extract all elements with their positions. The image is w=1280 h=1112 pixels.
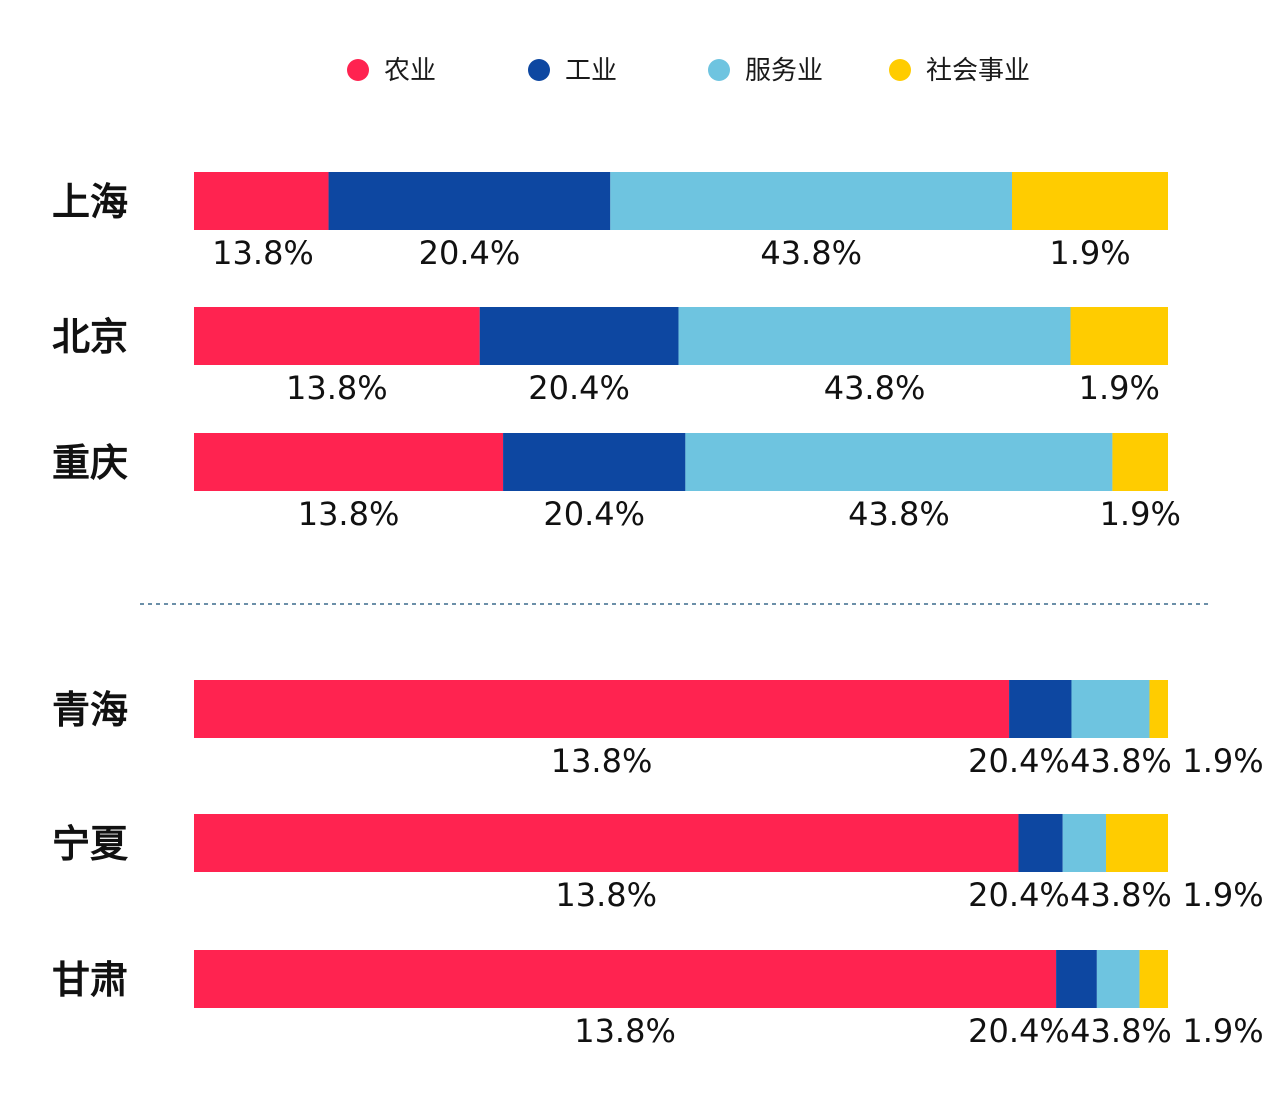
row-label-5: 宁夏 — [52, 822, 129, 866]
bar-segment-5-3 — [1062, 814, 1107, 872]
value-label-2-4: 1.9% — [1079, 369, 1160, 407]
value-label-5-3: 43.8% — [1070, 876, 1172, 914]
legend-swatch-3 — [708, 59, 730, 81]
legend: 农业 工业 服务业 社会事业 — [347, 56, 1030, 86]
bar-segment-4-3 — [1071, 680, 1150, 738]
value-label-1-1: 13.8% — [212, 234, 314, 272]
legend-label-4: 社会事业 — [926, 56, 1030, 86]
legend-label-3: 服务业 — [745, 56, 823, 86]
value-label-2-1: 13.8% — [286, 369, 388, 407]
value-label-1-4: 1.9% — [1049, 234, 1130, 272]
value-label-1-2: 20.4% — [419, 234, 521, 272]
bar-segment-3-1 — [194, 433, 504, 491]
legend-swatch-1 — [347, 59, 369, 81]
legend-label-2: 工业 — [565, 56, 617, 86]
bar-segment-6-4 — [1139, 950, 1168, 1008]
value-label-6-2: 20.4% — [968, 1012, 1070, 1050]
bar-segment-1-1 — [194, 172, 329, 230]
value-label-2-2: 20.4% — [528, 369, 630, 407]
value-label-3-3: 43.8% — [848, 495, 950, 533]
row-label-1: 上海 — [52, 180, 128, 224]
value-label-5-2: 20.4% — [968, 876, 1070, 914]
value-label-6-4: 1.9% — [1182, 1012, 1263, 1050]
row-label-2: 北京 — [52, 315, 128, 359]
bar-segment-2-2 — [479, 307, 679, 365]
bar-row-6: 甘肃 13.8% 20.4% 43.8% 1.9% — [52, 950, 1264, 1050]
bar-segment-5-1 — [194, 814, 1019, 872]
bar-segment-5-2 — [1018, 814, 1063, 872]
bar-segment-4-1 — [194, 680, 1010, 738]
bar-segment-2-4 — [1070, 307, 1168, 365]
bar-segment-6-2 — [1056, 950, 1097, 1008]
value-label-1-3: 43.8% — [760, 234, 862, 272]
value-label-2-3: 43.8% — [824, 369, 926, 407]
row-label-3: 重庆 — [52, 441, 128, 485]
bar-segment-6-1 — [194, 950, 1057, 1008]
bar-segment-2-3 — [678, 307, 1071, 365]
value-label-3-2: 20.4% — [543, 495, 645, 533]
legend-label-1: 农业 — [384, 56, 436, 86]
value-label-3-1: 13.8% — [298, 495, 400, 533]
value-label-3-4: 1.9% — [1100, 495, 1181, 533]
value-label-6-3: 43.8% — [1070, 1012, 1172, 1050]
bar-segment-2-1 — [194, 307, 480, 365]
bar-row-3: 重庆 13.8% 20.4% 43.8% 1.9% — [52, 433, 1181, 533]
bar-segment-4-4 — [1149, 680, 1168, 738]
bar-segment-1-2 — [328, 172, 611, 230]
value-label-6-1: 13.8% — [574, 1012, 676, 1050]
bar-segment-3-2 — [503, 433, 686, 491]
bar-segment-3-4 — [1112, 433, 1168, 491]
value-label-4-4: 1.9% — [1182, 742, 1263, 780]
legend-swatch-4 — [889, 59, 911, 81]
bar-row-2: 北京 13.8% 20.4% 43.8% 1.9% — [52, 307, 1168, 407]
bar-row-5: 宁夏 13.8% 20.4% 43.8% 1.9% — [52, 814, 1264, 914]
value-label-4-2: 20.4% — [968, 742, 1070, 780]
bar-segment-5-4 — [1106, 814, 1168, 872]
bar-segment-1-3 — [610, 172, 1013, 230]
value-label-5-4: 1.9% — [1182, 876, 1263, 914]
row-label-4: 青海 — [52, 688, 128, 732]
bar-row-1: 上海 13.8% 20.4% 43.8% 1.9% — [52, 172, 1168, 272]
row-label-6: 甘肃 — [52, 958, 128, 1002]
value-label-4-3: 43.8% — [1070, 742, 1172, 780]
value-label-4-1: 13.8% — [551, 742, 653, 780]
bar-segment-6-3 — [1096, 950, 1140, 1008]
legend-swatch-2 — [528, 59, 550, 81]
bar-segment-3-3 — [685, 433, 1113, 491]
bar-row-4: 青海 13.8% 20.4% 43.8% 1.9% — [52, 680, 1264, 780]
bar-segment-1-4 — [1012, 172, 1168, 230]
bar-segment-4-2 — [1009, 680, 1072, 738]
value-label-5-1: 13.8% — [555, 876, 657, 914]
